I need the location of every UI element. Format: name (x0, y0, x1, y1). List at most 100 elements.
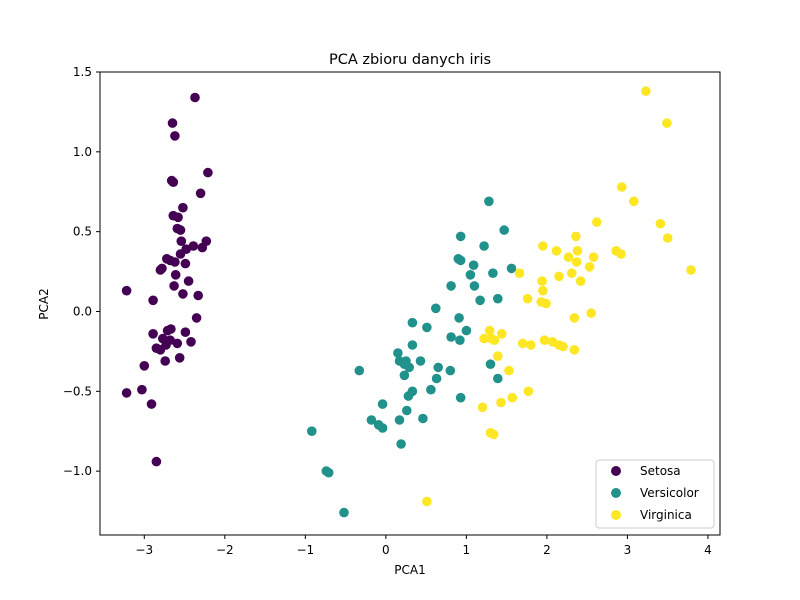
data-point-virginica-30 (497, 329, 507, 339)
data-point-virginica-8 (538, 241, 548, 251)
data-point-virginica-4 (592, 217, 602, 227)
data-point-virginica-10 (572, 246, 583, 256)
data-point-virginica-9 (551, 246, 562, 256)
data-point-versicolor-35 (426, 384, 436, 395)
data-point-versicolor-32 (431, 373, 442, 384)
data-point-virginica-2 (617, 182, 627, 192)
y-tick-label: 1.0 (73, 145, 92, 159)
data-point-versicolor-17 (422, 322, 432, 333)
data-point-versicolor-19 (446, 332, 456, 342)
data-point-virginica-43 (477, 402, 488, 413)
data-point-versicolor-38 (455, 392, 466, 403)
data-point-setosa-49 (186, 337, 196, 347)
data-point-virginica-39 (504, 365, 514, 376)
y-tick-label: −1.0 (63, 464, 92, 478)
data-point-setosa-3 (203, 167, 213, 178)
data-point-setosa-25 (183, 276, 194, 286)
data-point-virginica-38 (493, 351, 503, 362)
data-point-setosa-46 (146, 399, 157, 409)
data-point-versicolor-34 (399, 370, 410, 381)
data-point-versicolor-42 (394, 415, 405, 425)
data-point-virginica-12 (616, 249, 626, 259)
data-point-setosa-23 (155, 265, 166, 275)
data-point-setosa-14 (188, 241, 199, 251)
x-tick-label: −2 (216, 543, 234, 557)
x-tick-label: 1 (463, 543, 471, 557)
data-point-versicolor-20 (455, 335, 465, 346)
data-point-virginica-37 (569, 345, 580, 355)
data-point-setosa-24 (170, 270, 181, 280)
data-point-virginica-20 (554, 271, 564, 282)
data-point-versicolor-31 (485, 359, 496, 370)
data-point-virginica-18 (514, 268, 525, 279)
data-point-virginica-23 (538, 285, 548, 296)
data-point-versicolor-28 (433, 362, 444, 373)
y-tick-label: 0.5 (73, 225, 92, 239)
data-point-versicolor-15 (454, 313, 464, 323)
data-point-virginica-17 (686, 265, 696, 275)
data-point-versicolor-43 (418, 413, 428, 424)
data-point-virginica-47 (489, 335, 500, 346)
x-tick-label: −3 (135, 543, 153, 557)
data-point-virginica-21 (537, 276, 547, 286)
data-point-versicolor-8 (488, 268, 498, 279)
data-point-versicolor-0 (484, 196, 494, 207)
legend-box (595, 459, 715, 529)
data-point-setosa-9 (173, 212, 183, 223)
y-axis-label: PCA2 (37, 288, 51, 319)
data-point-virginica-45 (488, 429, 499, 440)
data-point-versicolor-37 (403, 391, 414, 401)
data-point-versicolor-14 (431, 303, 441, 314)
data-point-virginica-28 (569, 313, 580, 323)
legend-label-versicolor: Versicolor (640, 486, 699, 500)
y-axis-ticks: −1.0 −0.5 0.0 0.5 1.0 1.5 (63, 65, 100, 478)
data-point-virginica-14 (563, 252, 574, 262)
data-point-setosa-29 (148, 295, 158, 306)
data-point-setosa-7 (178, 202, 188, 213)
legend: Setosa Versicolor Virginica (595, 459, 715, 529)
x-tick-label: 0 (382, 543, 390, 557)
data-point-virginica-13 (588, 252, 599, 262)
data-point-versicolor-16 (407, 317, 418, 328)
data-point-virginica-26 (541, 298, 551, 309)
data-point-setosa-41 (155, 345, 166, 355)
data-point-versicolor-47 (396, 439, 406, 449)
data-point-setosa-35 (180, 327, 191, 338)
legend-marker-setosa (611, 466, 621, 476)
data-point-virginica-29 (484, 325, 495, 336)
data-point-virginica-40 (523, 386, 534, 397)
plot-frame (99, 71, 721, 536)
data-point-setosa-31 (191, 313, 202, 323)
data-point-virginica-42 (496, 397, 506, 408)
data-point-setosa-26 (169, 281, 179, 291)
data-point-versicolor-22 (407, 340, 418, 350)
data-point-versicolor-11 (469, 281, 480, 291)
data-point-setosa-2 (170, 131, 180, 141)
legend-marker-versicolor (611, 488, 621, 498)
data-point-versicolor-46 (307, 426, 317, 437)
y-tick-label: −0.5 (63, 384, 92, 398)
data-point-virginica-22 (575, 276, 586, 286)
data-point-virginica-3 (629, 196, 639, 207)
data-point-setosa-48 (174, 353, 185, 363)
legend-label-setosa: Setosa (640, 464, 681, 478)
data-point-virginica-27 (586, 308, 596, 318)
data-point-virginica-6 (571, 231, 581, 242)
y-tick-label: 1.5 (73, 65, 92, 79)
data-point-versicolor-40 (402, 405, 412, 416)
x-tick-label: 4 (704, 543, 712, 557)
data-point-virginica-48 (517, 338, 528, 349)
legend-marker-virginica (611, 510, 621, 520)
data-point-virginica-0 (641, 86, 651, 96)
data-point-versicolor-18 (461, 325, 472, 336)
y-tick-label: 0.0 (73, 304, 92, 318)
data-point-setosa-45 (121, 388, 132, 398)
data-point-versicolor-33 (493, 373, 503, 384)
x-axis-ticks: −3 −2 −1 0 1 2 3 4 (135, 535, 712, 557)
data-point-virginica-41 (507, 392, 518, 403)
data-point-setosa-13 (176, 236, 187, 246)
data-point-virginica-16 (584, 262, 595, 272)
data-point-versicolor-21 (393, 348, 403, 358)
data-point-virginica-31 (479, 333, 489, 344)
chart-title: PCA zbioru danych iris (329, 52, 491, 68)
